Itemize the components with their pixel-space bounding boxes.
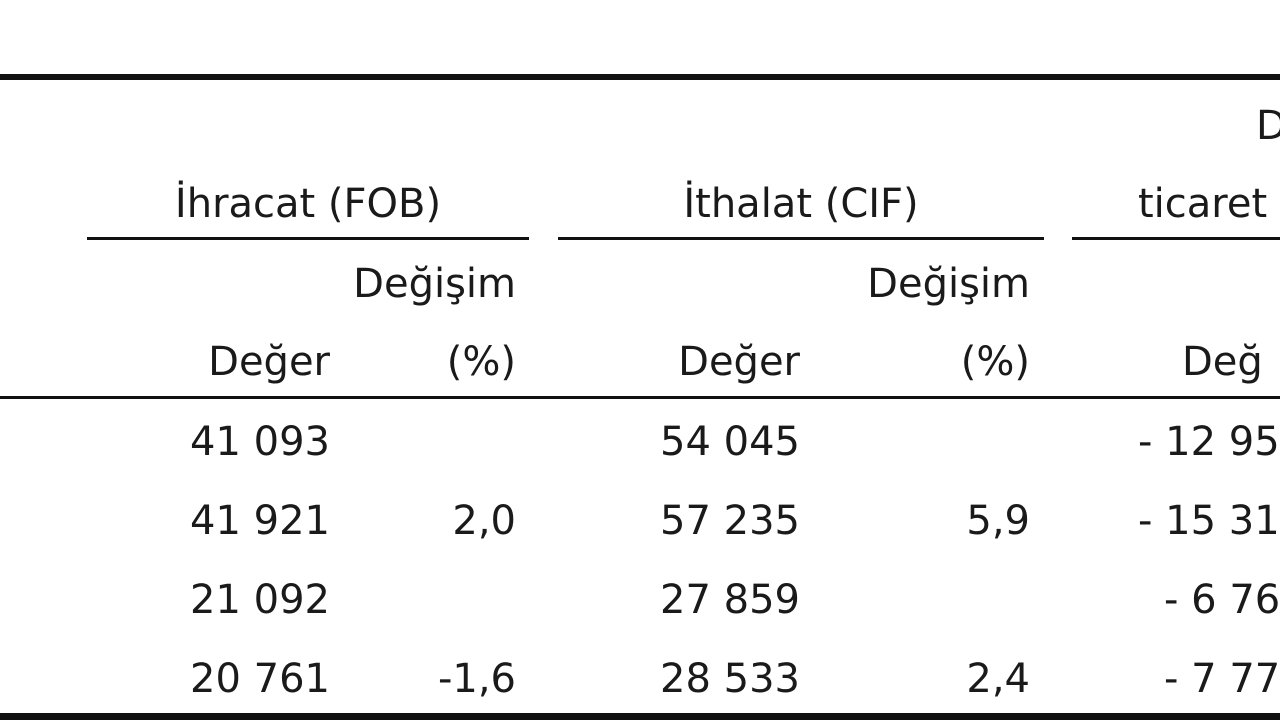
imports-change-header: Değişim [867,261,1030,307]
exports-change-header: Değişim [353,261,516,307]
cell-exp-change: 2,0 [452,498,516,544]
exports-change-unit-header: (%) [446,339,516,385]
imports-value-header: Değer [678,339,800,385]
cell-trade: - 15 31 [1138,498,1280,544]
imports-group-header: İthalat (CIF) [683,181,919,227]
cell-imp-change: 2,4 [966,656,1030,702]
trade-group-header-top: D [1256,103,1280,149]
trade-group-header: ticaret [1138,181,1268,227]
imports-group-rule [558,237,1044,240]
cell-exp-value: 41 093 [190,419,330,465]
cell-imp-value: 28 533 [660,656,800,702]
top-rule [0,74,1280,80]
exports-group-rule [87,237,529,240]
cell-trade: - 6 76 [1164,577,1280,623]
exports-group-header: İhracat (FOB) [174,181,442,227]
cell-imp-change: 5,9 [966,498,1030,544]
cell-trade: - 12 95 [1138,419,1280,465]
trade-group-rule [1072,237,1280,240]
cell-imp-value: 27 859 [660,577,800,623]
bottom-rule [0,713,1280,720]
cell-imp-value: 57 235 [660,498,800,544]
imports-change-unit-header: (%) [960,339,1030,385]
cell-trade: - 7 77 [1164,656,1280,702]
exports-value-header: Değer [208,339,330,385]
trade-value-header: Değ [1182,339,1263,385]
cell-imp-value: 54 045 [660,419,800,465]
cell-exp-change: -1,6 [437,656,516,702]
cell-exp-value: 41 921 [190,498,330,544]
cell-exp-value: 20 761 [190,656,330,702]
cell-exp-value: 21 092 [190,577,330,623]
header-bottom-rule [0,396,1280,399]
